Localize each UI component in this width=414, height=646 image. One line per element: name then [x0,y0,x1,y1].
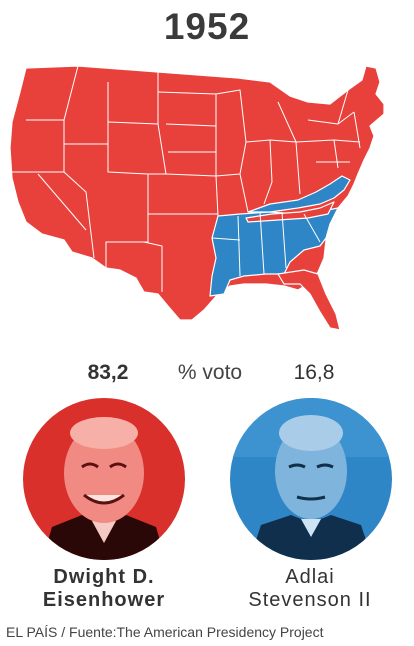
map-region-florida [277,269,341,331]
stevenson-percent: 16,8 [293,361,335,384]
stevenson-portrait [230,398,392,560]
map-region-tennessee [245,201,335,223]
eisenhower-portrait [23,398,185,560]
map-region-democrat-kentucky [247,175,351,213]
source-credit: EL PAÍS / Fuente:The American Presidency… [6,624,324,640]
eisenhower-percent: 83,2 [87,361,129,384]
eisenhower-name: Dwight D. Eisenhower [42,566,166,611]
stevenson-name: Adlai Stevenson II [248,566,372,611]
us-election-map [9,65,385,331]
vote-unit-label: % voto [177,361,243,384]
year-title: 1952 [163,6,251,47]
